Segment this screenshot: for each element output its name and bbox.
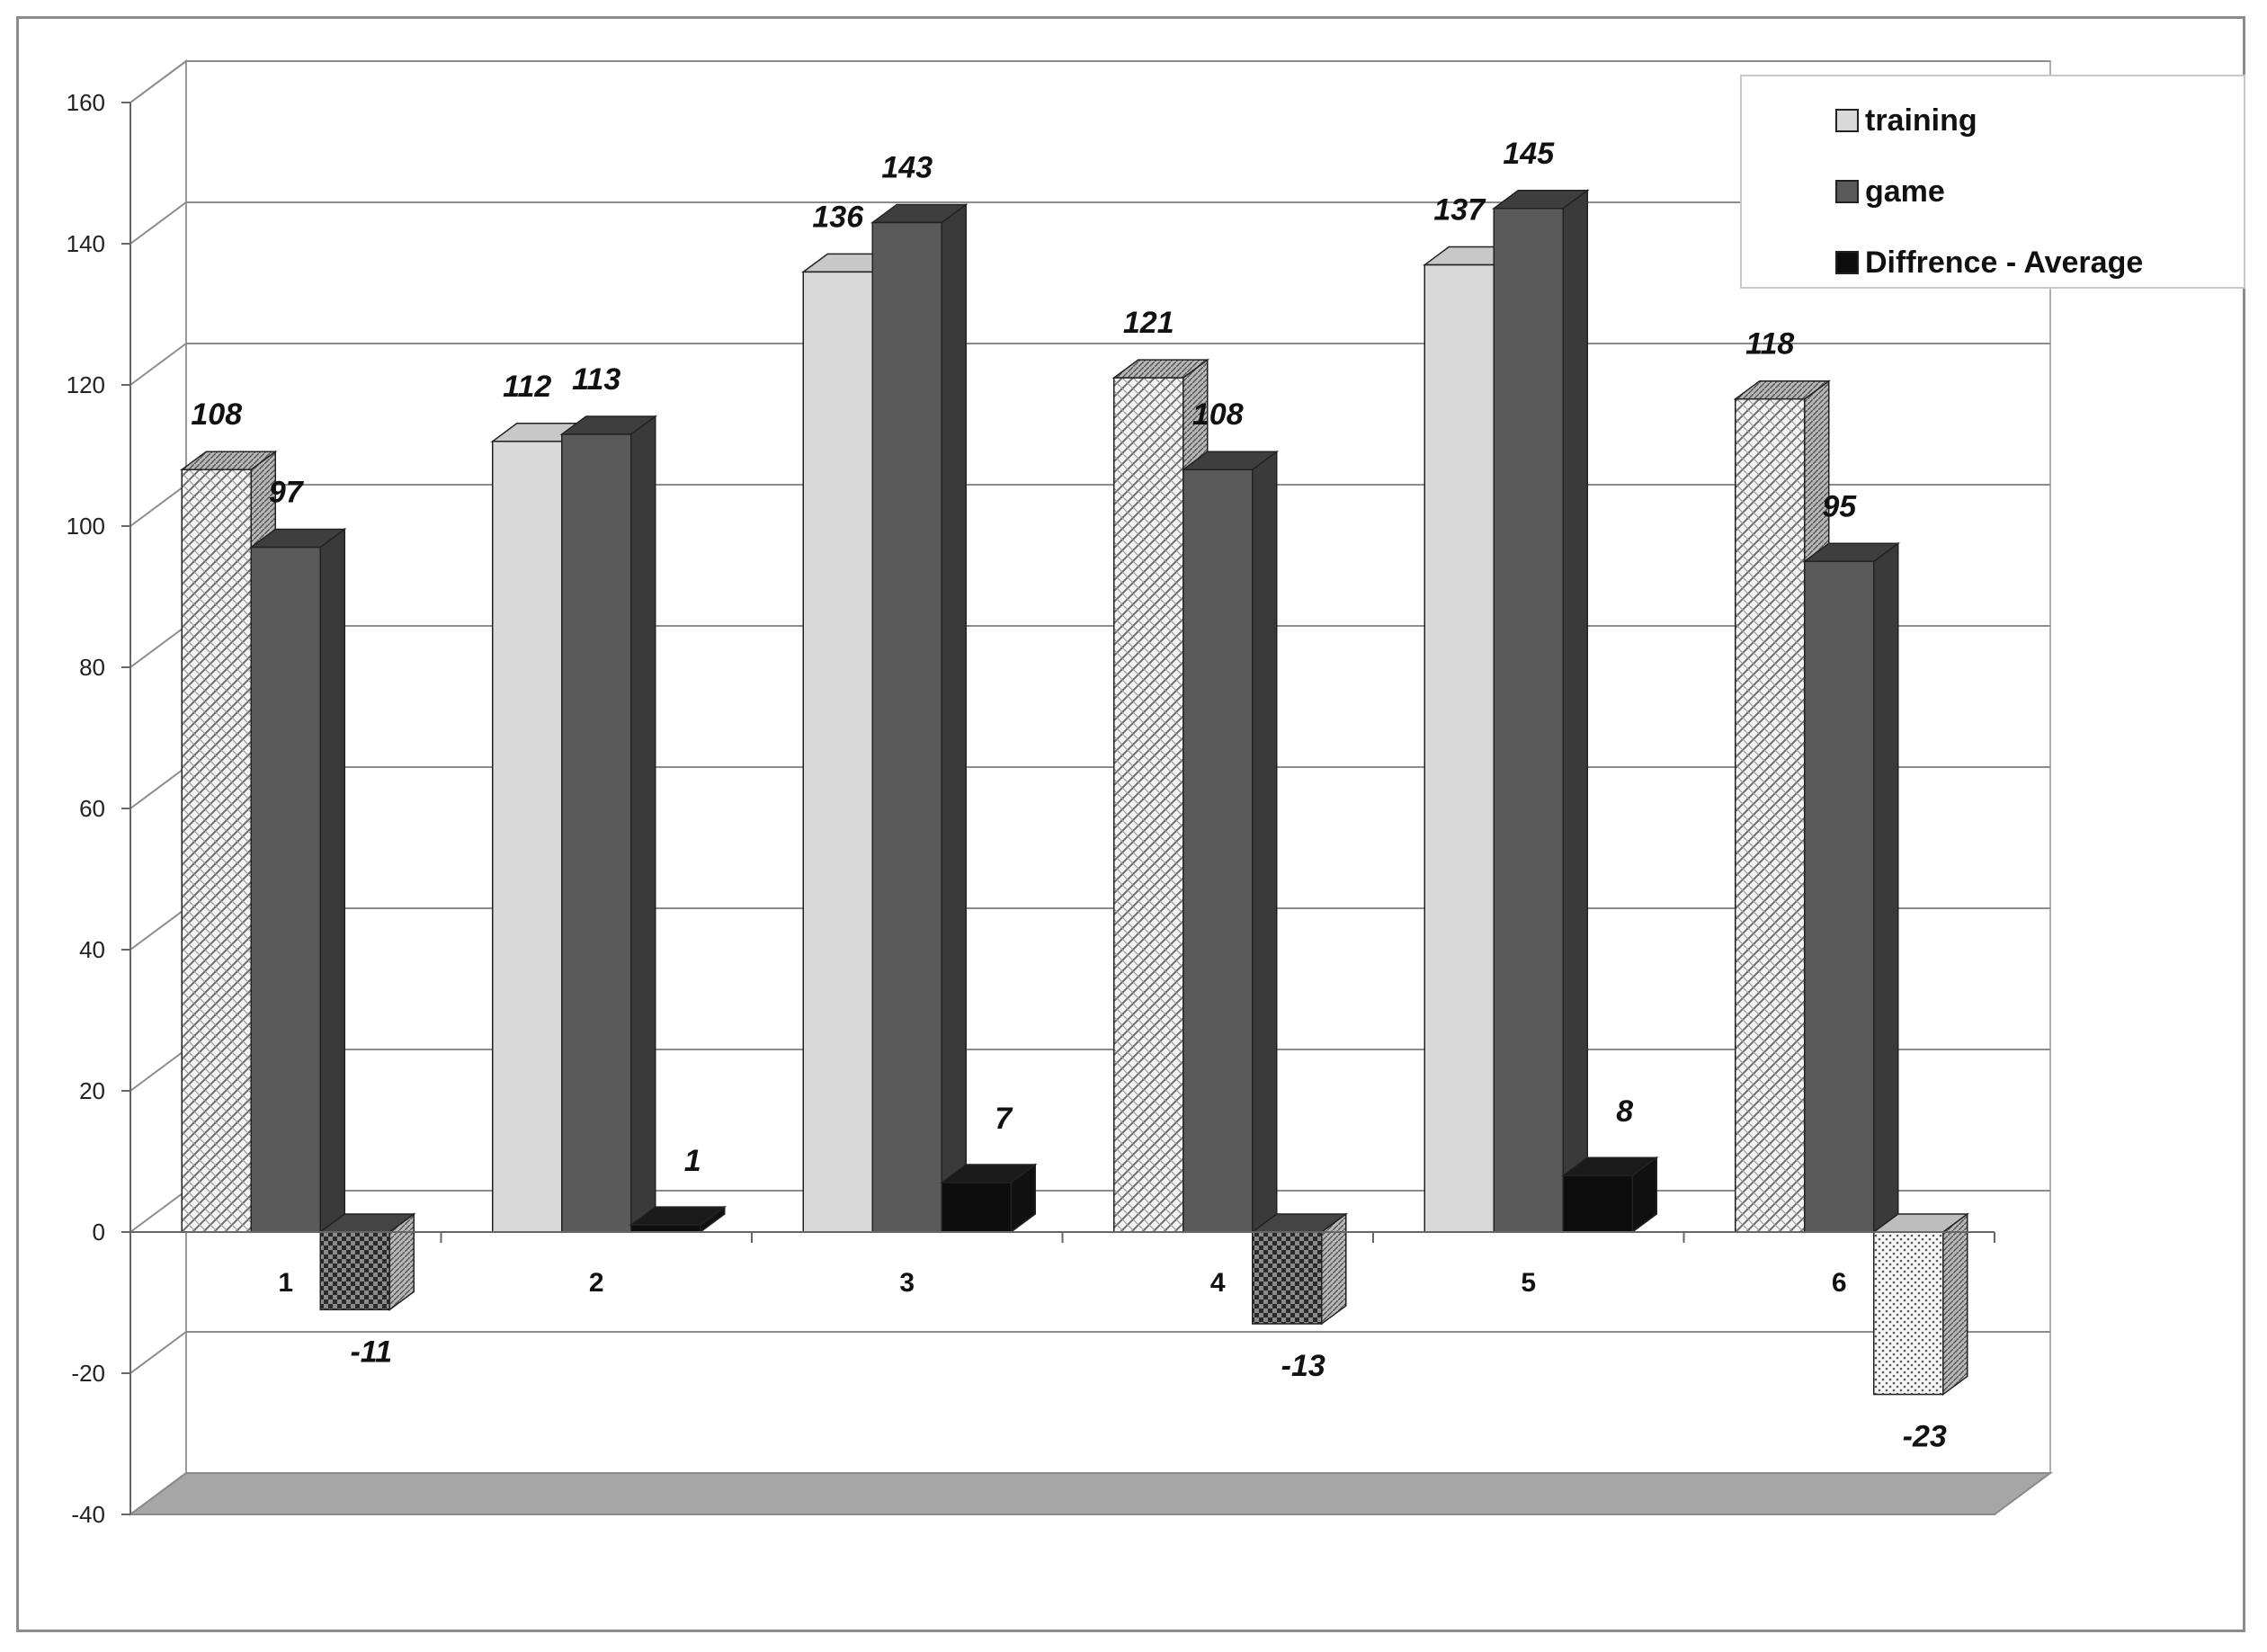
bar-game-3 bbox=[870, 202, 968, 1234]
gridline bbox=[129, 1472, 2050, 1515]
data-label-training-5: 137 bbox=[1433, 193, 1486, 228]
x-category-label: 5 bbox=[1521, 1268, 1536, 1298]
bar-difference-3 bbox=[939, 1163, 1038, 1234]
x-axis: 1 2 3 4 5 6 bbox=[129, 1231, 1995, 1298]
bar-side bbox=[1321, 1212, 1347, 1326]
x-category-label: 3 bbox=[899, 1268, 915, 1298]
data-label-game-6: 95 bbox=[1822, 489, 1857, 523]
data-label-training-1: 108 bbox=[191, 397, 242, 432]
bar-game-2 bbox=[559, 415, 658, 1234]
gridline bbox=[129, 1331, 2050, 1374]
legend-label-difference: Diffrence - Average bbox=[1865, 246, 2143, 280]
bar-front bbox=[871, 221, 942, 1233]
gridline bbox=[129, 60, 2050, 103]
chart-floor bbox=[127, 1472, 2054, 1515]
bar-front bbox=[250, 546, 321, 1233]
bar-side bbox=[630, 415, 656, 1234]
y-tick-label: 160 bbox=[67, 89, 105, 116]
bar-front bbox=[1183, 469, 1254, 1233]
bar-front bbox=[1252, 1231, 1323, 1325]
y-tick-label: 60 bbox=[79, 795, 105, 822]
bar-front bbox=[319, 1231, 390, 1311]
bar-side bbox=[941, 202, 967, 1234]
bar-front bbox=[1873, 1231, 1944, 1396]
bar-front bbox=[941, 1182, 1012, 1233]
data-label-game-3: 143 bbox=[881, 150, 933, 184]
y-axis: -40 -20 0 20 40 60 80 100 120 140 160 bbox=[67, 89, 131, 1528]
data-label-difference-2: 1 bbox=[684, 1144, 701, 1178]
bar-front bbox=[1562, 1174, 1633, 1233]
legend-label-training: training bbox=[1865, 103, 1977, 138]
data-label-game-4: 108 bbox=[1192, 397, 1244, 432]
data-label-training-6: 118 bbox=[1745, 327, 1794, 362]
bar-front bbox=[802, 271, 873, 1233]
y-tick-label: 120 bbox=[67, 371, 105, 398]
bar-side bbox=[1873, 541, 1899, 1234]
x-category-label: 1 bbox=[278, 1268, 293, 1298]
bar-front bbox=[561, 433, 632, 1233]
legend-swatch-difference bbox=[1835, 251, 1859, 274]
data-label-difference-3: 7 bbox=[995, 1102, 1013, 1136]
bar-game-6 bbox=[1802, 541, 1901, 1234]
bar-front bbox=[1735, 397, 1806, 1233]
data-label-game-5: 145 bbox=[1503, 137, 1555, 171]
bar-difference-1 bbox=[317, 1212, 416, 1311]
bar-front bbox=[1804, 560, 1875, 1233]
data-label-difference-6: -23 bbox=[1903, 1420, 1947, 1454]
bar-difference-5 bbox=[1560, 1156, 1659, 1234]
legend-label-game: game bbox=[1865, 174, 1945, 209]
legend-swatch-game bbox=[1835, 180, 1859, 203]
bar-side bbox=[1942, 1212, 1968, 1397]
x-category-label: 6 bbox=[1832, 1268, 1847, 1298]
x-category-label: 4 bbox=[1210, 1268, 1226, 1298]
legend: training game Diffrence - Average bbox=[1740, 75, 2245, 289]
data-label-training-4: 121 bbox=[1123, 306, 1174, 340]
data-label-training-2: 112 bbox=[503, 370, 551, 404]
bar-difference-2 bbox=[629, 1205, 727, 1234]
y-tick-label: 20 bbox=[79, 1077, 105, 1104]
bar-game-4 bbox=[1181, 450, 1280, 1234]
bars-layer bbox=[179, 189, 1970, 1397]
y-tick-label: 100 bbox=[67, 513, 105, 540]
bar-difference-6 bbox=[1871, 1212, 1970, 1397]
bar-front bbox=[181, 469, 252, 1233]
y-tick-label: 80 bbox=[79, 654, 105, 681]
bar-front bbox=[492, 441, 563, 1233]
bar-game-5 bbox=[1491, 189, 1590, 1234]
x-category-label: 2 bbox=[589, 1268, 604, 1298]
bar-front bbox=[1113, 377, 1184, 1233]
bar-game-1 bbox=[248, 528, 347, 1234]
bar-front bbox=[1424, 263, 1495, 1233]
bar-side bbox=[1562, 189, 1588, 1234]
y-tick-label: -40 bbox=[71, 1501, 105, 1528]
bar-front bbox=[630, 1224, 701, 1233]
y-tick-label: -20 bbox=[71, 1360, 105, 1387]
bar-front bbox=[1493, 208, 1564, 1233]
data-label-difference-4: -13 bbox=[1281, 1349, 1325, 1383]
legend-swatch-training bbox=[1835, 109, 1859, 132]
data-label-difference-5: 8 bbox=[1616, 1094, 1633, 1129]
legend-box bbox=[1740, 75, 2245, 289]
bar-difference-4 bbox=[1250, 1212, 1349, 1326]
data-label-game-1: 97 bbox=[269, 476, 305, 510]
data-label-training-3: 136 bbox=[812, 200, 864, 234]
data-label-difference-1: -11 bbox=[350, 1335, 392, 1369]
gridline bbox=[129, 201, 2050, 245]
y-tick-label: 40 bbox=[79, 936, 105, 963]
y-tick-label: 0 bbox=[93, 1219, 105, 1246]
y-tick-label: 140 bbox=[67, 230, 105, 257]
data-label-game-2: 113 bbox=[572, 362, 620, 397]
bar-side bbox=[319, 528, 345, 1234]
bar-side bbox=[1252, 450, 1278, 1234]
